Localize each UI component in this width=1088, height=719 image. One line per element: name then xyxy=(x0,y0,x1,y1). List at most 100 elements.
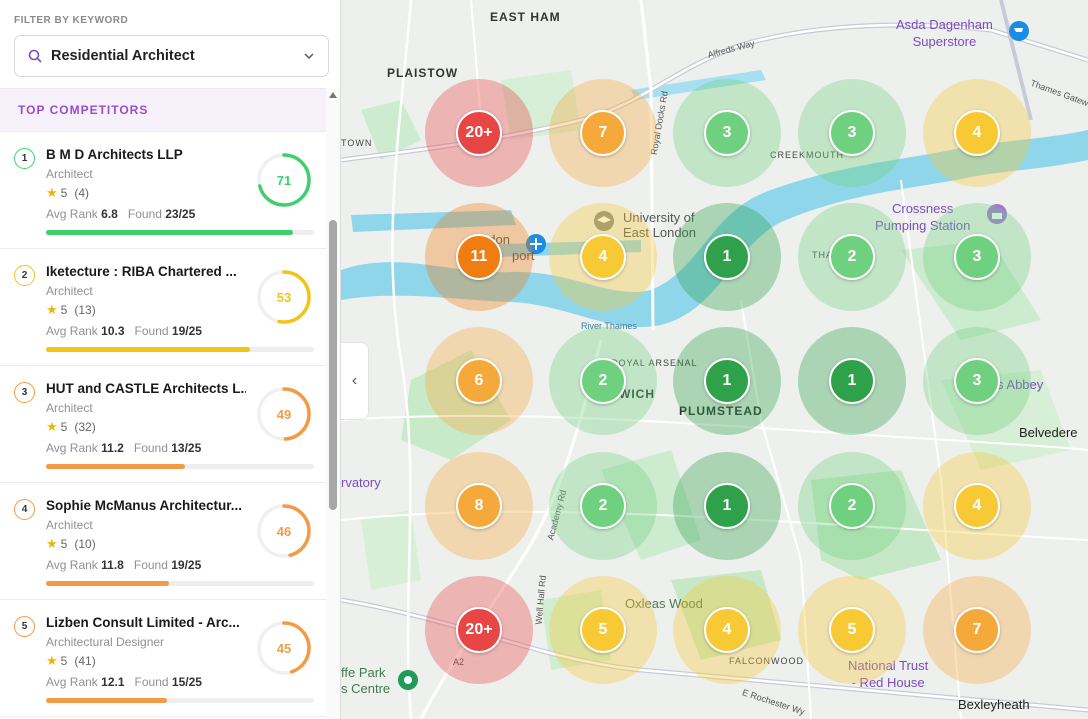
collapse-sidebar-button[interactable]: ‹ xyxy=(341,342,369,420)
competitor-category: Architect xyxy=(46,401,93,415)
competitor-rating: ★ 5 (41) xyxy=(46,653,96,669)
competitor-name[interactable]: Sophie McManus Architectur... xyxy=(46,498,243,513)
chevron-left-icon: ‹ xyxy=(351,372,358,389)
found-progress-fill xyxy=(46,230,293,235)
found-value: 19/25 xyxy=(171,558,202,572)
grid-pin[interactable]: 3 xyxy=(829,110,875,156)
grid-pin[interactable]: 20+ xyxy=(456,607,502,653)
competitor-name[interactable]: Lizben Consult Limited - Arc... xyxy=(46,615,240,630)
grid-pin[interactable]: 2 xyxy=(829,483,875,529)
avg-rank-label: Avg Rank xyxy=(46,558,98,572)
avg-rank-value: 12.1 xyxy=(101,675,125,689)
competitor-rating: ★ 5 (10) xyxy=(46,536,96,552)
grid-pin[interactable]: 20+ xyxy=(456,110,502,156)
competitor-row[interactable]: 5 Lizben Consult Limited - Arc... Architec… xyxy=(0,600,326,717)
competitor-name[interactable]: Iketecture : RIBA Chartered ... xyxy=(46,264,237,279)
scrollbar-thumb[interactable] xyxy=(329,220,337,510)
competitor-row[interactable]: 4 Sophie McManus Architectur... Architect ★… xyxy=(0,483,326,600)
museum-icon[interactable] xyxy=(986,203,1008,225)
shopping-cart-icon[interactable] xyxy=(1008,20,1030,42)
avg-rank-value: 11.2 xyxy=(101,441,124,455)
grid-pin[interactable]: 1 xyxy=(704,483,750,529)
grid-pin[interactable]: 5 xyxy=(829,607,875,653)
avg-rank-label: Avg Rank xyxy=(46,675,98,689)
found-progress-fill xyxy=(46,347,250,352)
competitor-name[interactable]: HUT and CASTLE Architects L... xyxy=(46,381,246,396)
map-label-abbey[interactable]: s Abbey xyxy=(997,377,1044,392)
grid-pin[interactable]: 8 xyxy=(456,483,502,529)
grid-pin[interactable]: 3 xyxy=(954,234,1000,280)
grid-pin[interactable]: 7 xyxy=(954,607,1000,653)
grid-pin[interactable]: 1 xyxy=(829,358,875,404)
grid-pin[interactable]: 1 xyxy=(704,358,750,404)
score-ring xyxy=(257,504,311,558)
grid-pin[interactable]: 6 xyxy=(456,358,502,404)
map-label-uel[interactable]: University of East London xyxy=(623,210,697,240)
grid-pin[interactable]: 3 xyxy=(954,358,1000,404)
rank-badge: 5 xyxy=(14,616,35,637)
score-value: 49 xyxy=(276,406,292,422)
map-label-national-trust[interactable]: National Trust - Red House xyxy=(848,658,929,690)
score-ring xyxy=(257,387,311,441)
grid-pin[interactable]: 2 xyxy=(580,358,626,404)
map-label-bexleyheath: Bexleyheath xyxy=(958,697,1030,712)
star-icon: ★ xyxy=(46,536,58,551)
competitor-row[interactable]: 1 B M D Architects LLP Architect ★ 5 (4) Avg R… xyxy=(0,132,326,249)
competitor-row[interactable]: 3 HUT and CASTLE Architects L... Architect… xyxy=(0,366,326,483)
found-value: 15/25 xyxy=(171,675,202,689)
grid-pin[interactable]: 5 xyxy=(580,607,626,653)
found-label: Found xyxy=(134,675,169,689)
map-label-asda[interactable]: Asda Dagenham Superstore xyxy=(896,17,993,49)
grid-pin[interactable]: 4 xyxy=(954,483,1000,529)
grid-pin[interactable]: 4 xyxy=(704,607,750,653)
score-value: 71 xyxy=(276,172,292,188)
heat-map[interactable]: EAST HAM PLAISTOW Asda Dagenham Supersto… xyxy=(341,0,1088,719)
review-count: (41) xyxy=(74,654,96,668)
found-label: Found xyxy=(133,441,168,455)
rating-value: 5 xyxy=(60,303,68,317)
competitor-category: Architect xyxy=(46,284,93,298)
filter-label: FILTER BY KEYWORD xyxy=(14,15,129,26)
competitor-rating: ★ 5 (13) xyxy=(46,302,96,318)
score-value: 45 xyxy=(276,640,292,656)
grid-pin[interactable]: 4 xyxy=(580,234,626,280)
grid-pin[interactable]: 1 xyxy=(704,234,750,280)
keyword-value: Residential Architect xyxy=(51,48,195,64)
map-label-town: TOWN xyxy=(341,138,373,148)
grid-pin[interactable]: 11 xyxy=(456,234,502,280)
map-label-falconwood: FALCONWOOD xyxy=(729,656,805,666)
score-value: 46 xyxy=(276,523,292,539)
map-label-a2: A2 xyxy=(453,657,465,667)
top-competitors-header: TOP COMPETITORS xyxy=(0,88,326,132)
keyword-select[interactable]: Residential Architect xyxy=(14,35,329,77)
map-label-observatory[interactable]: rvatory xyxy=(341,475,381,490)
university-icon[interactable] xyxy=(593,210,615,232)
review-count: (32) xyxy=(74,420,96,434)
found-progress-bar xyxy=(46,230,314,235)
grid-pin[interactable]: 2 xyxy=(580,483,626,529)
scroll-up-arrow-icon[interactable] xyxy=(329,92,337,98)
map-label-river: River Thames xyxy=(581,321,637,331)
grid-pin[interactable]: 4 xyxy=(954,110,1000,156)
park-pin-icon[interactable] xyxy=(397,669,419,691)
found-label: Found xyxy=(127,207,162,221)
airport-icon[interactable] xyxy=(525,233,547,255)
competitor-row[interactable]: 2 Iketecture : RIBA Chartered ... Architec… xyxy=(0,249,326,366)
competitor-name[interactable]: B M D Architects LLP xyxy=(46,147,183,162)
map-label-woolwich: WICH xyxy=(619,387,655,401)
rating-value: 5 xyxy=(60,186,68,200)
grid-pin[interactable]: 2 xyxy=(829,234,875,280)
competitor-rating: ★ 5 (32) xyxy=(46,419,96,435)
grid-pin[interactable]: 7 xyxy=(580,110,626,156)
map-label-oxleas: Oxleas Wood xyxy=(625,596,703,611)
map-label-east-ham: EAST HAM xyxy=(490,10,561,24)
map-label-plumstead: PLUMSTEAD xyxy=(679,404,763,418)
competitor-stats: Avg Rank 11.2 Found 13/25 xyxy=(46,441,201,455)
found-value: 23/25 xyxy=(165,207,196,221)
map-label-crossness[interactable]: Crossness Pumping Station xyxy=(875,201,971,233)
grid-pin[interactable]: 3 xyxy=(704,110,750,156)
review-count: (10) xyxy=(74,537,96,551)
competitor-category: Architectural Designer xyxy=(46,635,165,649)
competitor-rating: ★ 5 (4) xyxy=(46,185,89,201)
